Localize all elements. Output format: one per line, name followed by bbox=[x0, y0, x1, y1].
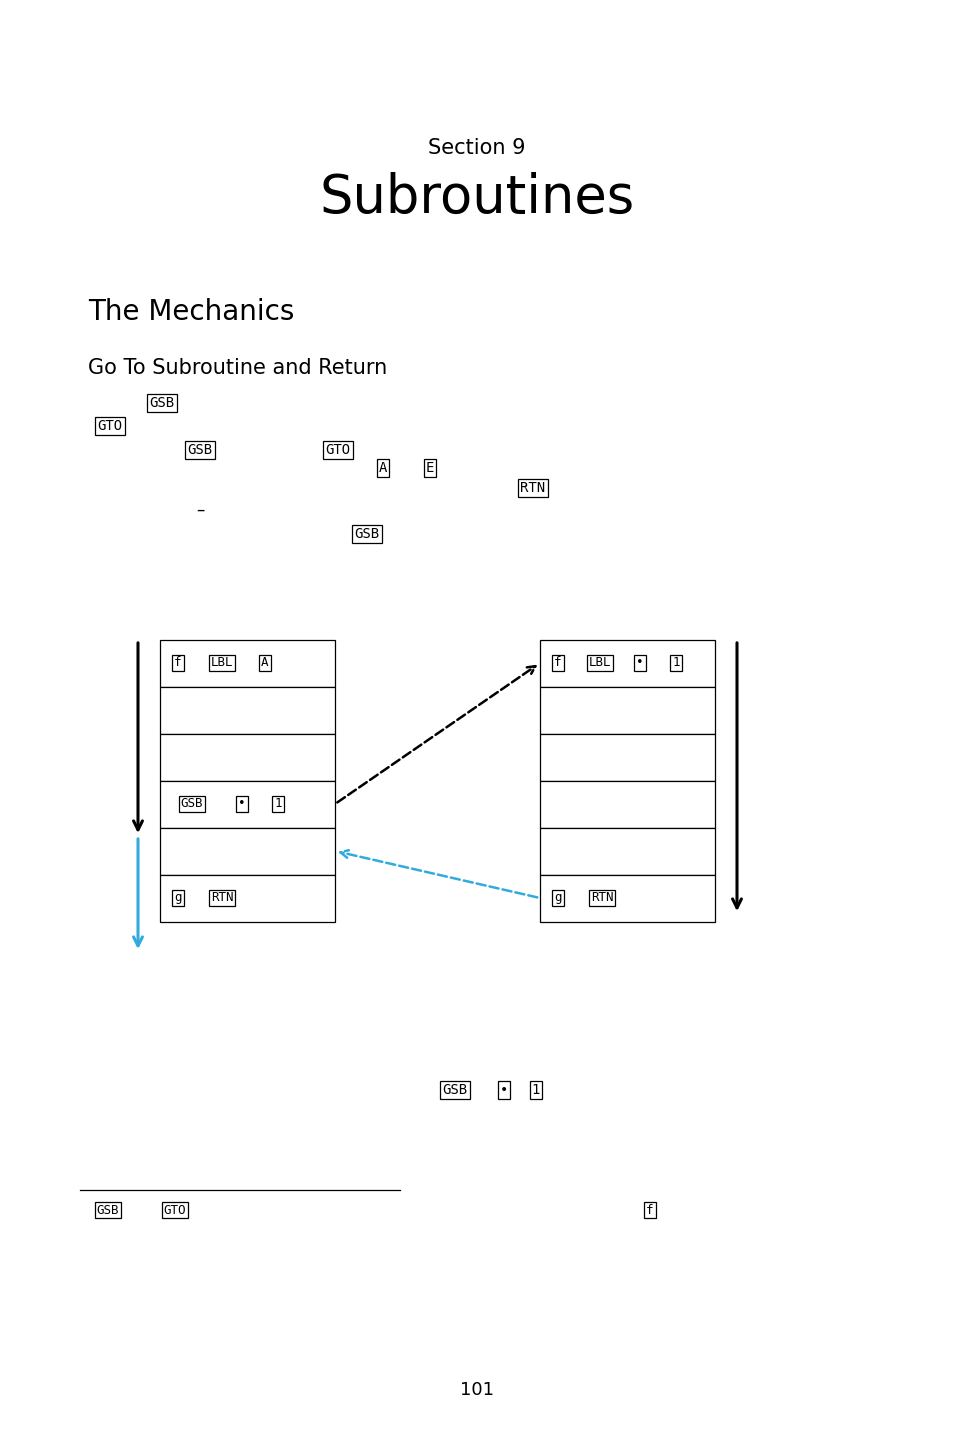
Bar bbox=[539, 735, 714, 780]
Text: RTN: RTN bbox=[520, 481, 545, 495]
Text: GSB: GSB bbox=[180, 798, 203, 811]
Bar bbox=[539, 687, 714, 735]
Text: RTN: RTN bbox=[590, 892, 613, 905]
Bar bbox=[160, 687, 335, 735]
Text: f: f bbox=[174, 656, 182, 670]
Bar bbox=[160, 780, 335, 828]
Bar bbox=[160, 640, 335, 687]
Text: GTO: GTO bbox=[164, 1203, 186, 1217]
Text: f: f bbox=[645, 1203, 653, 1217]
Text: GTO: GTO bbox=[325, 442, 350, 457]
Text: The Mechanics: The Mechanics bbox=[88, 298, 294, 326]
Text: 1: 1 bbox=[531, 1083, 539, 1097]
Text: f: f bbox=[554, 656, 561, 670]
Text: GSB: GSB bbox=[96, 1203, 119, 1217]
Text: GSB: GSB bbox=[355, 527, 379, 541]
Bar bbox=[539, 780, 714, 828]
Text: Subroutines: Subroutines bbox=[319, 172, 634, 223]
Bar bbox=[539, 640, 714, 687]
Text: Section 9: Section 9 bbox=[428, 137, 525, 158]
Text: •: • bbox=[636, 656, 643, 670]
Text: •: • bbox=[499, 1083, 508, 1097]
Text: A: A bbox=[261, 656, 269, 670]
Bar bbox=[160, 875, 335, 922]
Text: A: A bbox=[378, 461, 387, 475]
Text: g: g bbox=[174, 892, 182, 905]
Text: GTO: GTO bbox=[97, 420, 122, 432]
Text: GSB: GSB bbox=[187, 442, 213, 457]
Text: –: – bbox=[195, 501, 204, 518]
Text: Go To Subroutine and Return: Go To Subroutine and Return bbox=[88, 358, 387, 378]
Text: E: E bbox=[425, 461, 434, 475]
Text: •: • bbox=[238, 798, 246, 811]
Bar bbox=[160, 735, 335, 780]
Text: LBL: LBL bbox=[211, 656, 233, 670]
Text: g: g bbox=[554, 892, 561, 905]
Text: RTN: RTN bbox=[211, 892, 233, 905]
Text: GSB: GSB bbox=[150, 397, 174, 410]
Text: GSB: GSB bbox=[442, 1083, 467, 1097]
Text: 1: 1 bbox=[672, 656, 679, 670]
Bar bbox=[160, 828, 335, 875]
Bar bbox=[539, 875, 714, 922]
Text: LBL: LBL bbox=[588, 656, 611, 670]
Text: 101: 101 bbox=[459, 1380, 494, 1399]
Text: 1: 1 bbox=[274, 798, 281, 811]
Bar bbox=[539, 828, 714, 875]
